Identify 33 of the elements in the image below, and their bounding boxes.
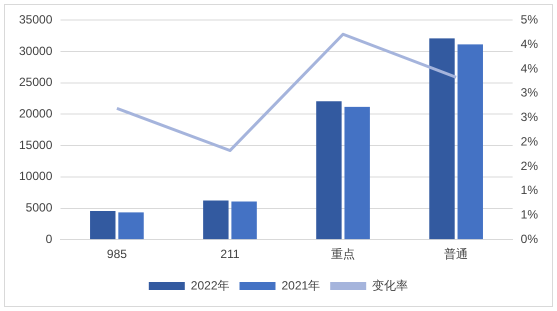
bar [458, 44, 483, 240]
x-tick-label: 985 [106, 247, 128, 262]
bar [429, 38, 455, 240]
y2-tick-label: 4% [520, 61, 538, 76]
bar [90, 210, 116, 240]
y-tick-label: 20000 [18, 106, 53, 121]
y-tick-label: 35000 [18, 12, 53, 27]
bar [316, 101, 342, 240]
y-tick-label: 25000 [18, 75, 53, 90]
bar [203, 200, 229, 240]
x-tick-label: 重点 [331, 247, 356, 262]
y2-tick-label: 2% [520, 134, 538, 148]
y-tick-label: 0 [46, 232, 53, 246]
legend-label: 变化率 [372, 278, 408, 292]
y2-tick-label: 1% [520, 208, 538, 222]
y-tick-label: 30000 [18, 44, 53, 58]
y2-tick-label: 1% [520, 183, 538, 198]
y2-tick-label: 5% [520, 12, 538, 27]
y2-tick-label: 3% [520, 86, 538, 100]
bar [231, 202, 257, 240]
y-tick-label: 5000 [26, 200, 53, 215]
x-tick-label: 211 [220, 247, 240, 262]
y2-tick-label: 2% [520, 158, 538, 173]
y-tick-label: 15000 [18, 138, 53, 152]
y-tick-label: 10000 [18, 169, 53, 184]
y2-tick-label: 0% [520, 232, 538, 246]
legend-label: 2021年 [282, 278, 320, 292]
bar [118, 212, 144, 240]
legend-label: 2022年 [190, 278, 230, 292]
y2-tick-label: 3% [520, 110, 538, 124]
x-tick-label: 普通 [444, 247, 468, 262]
bar [344, 106, 370, 240]
y2-tick-label: 4% [520, 36, 538, 51]
